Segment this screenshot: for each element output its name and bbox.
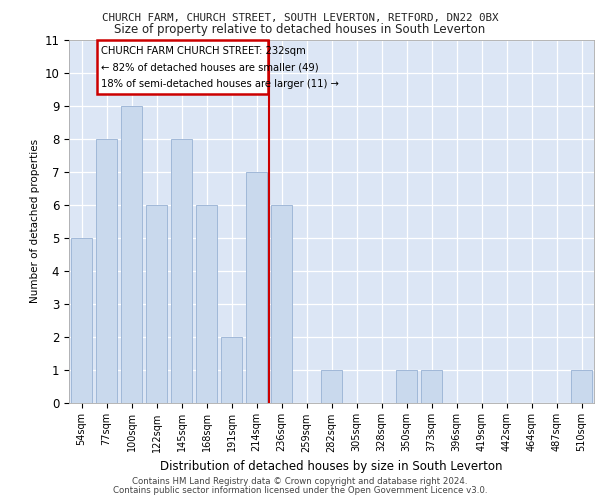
Text: Contains public sector information licensed under the Open Government Licence v3: Contains public sector information licen… (113, 486, 487, 495)
Text: ← 82% of detached houses are smaller (49): ← 82% of detached houses are smaller (49… (101, 62, 319, 72)
Bar (171, 139, 192, 402)
Bar (246, 172, 267, 402)
Bar (196, 205, 217, 402)
Text: CHURCH FARM CHURCH STREET: 232sqm: CHURCH FARM CHURCH STREET: 232sqm (101, 46, 305, 56)
Y-axis label: Number of detached properties: Number of detached properties (30, 139, 40, 304)
Bar (321, 370, 342, 402)
Bar (71, 238, 92, 402)
Bar (121, 106, 142, 403)
Bar (396, 370, 417, 402)
Bar (96, 139, 117, 402)
Text: Size of property relative to detached houses in South Leverton: Size of property relative to detached ho… (115, 22, 485, 36)
Bar (221, 336, 242, 402)
Bar (571, 370, 592, 402)
FancyBboxPatch shape (97, 40, 268, 94)
Bar (421, 370, 442, 402)
Bar (146, 205, 167, 402)
X-axis label: Distribution of detached houses by size in South Leverton: Distribution of detached houses by size … (160, 460, 503, 473)
Text: CHURCH FARM, CHURCH STREET, SOUTH LEVERTON, RETFORD, DN22 0BX: CHURCH FARM, CHURCH STREET, SOUTH LEVERT… (102, 12, 498, 22)
Text: Contains HM Land Registry data © Crown copyright and database right 2024.: Contains HM Land Registry data © Crown c… (132, 477, 468, 486)
Text: 18% of semi-detached houses are larger (11) →: 18% of semi-detached houses are larger (… (101, 79, 338, 89)
Bar (271, 205, 292, 402)
